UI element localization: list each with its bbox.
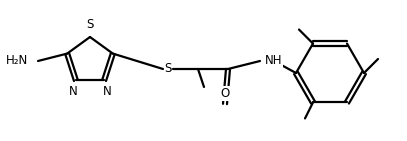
Text: NH: NH: [265, 55, 282, 68]
Text: S: S: [86, 18, 94, 31]
Text: H₂N: H₂N: [6, 55, 28, 68]
Text: O: O: [220, 87, 230, 100]
Text: N: N: [68, 85, 77, 98]
Text: S: S: [164, 62, 172, 75]
Text: N: N: [103, 85, 112, 98]
